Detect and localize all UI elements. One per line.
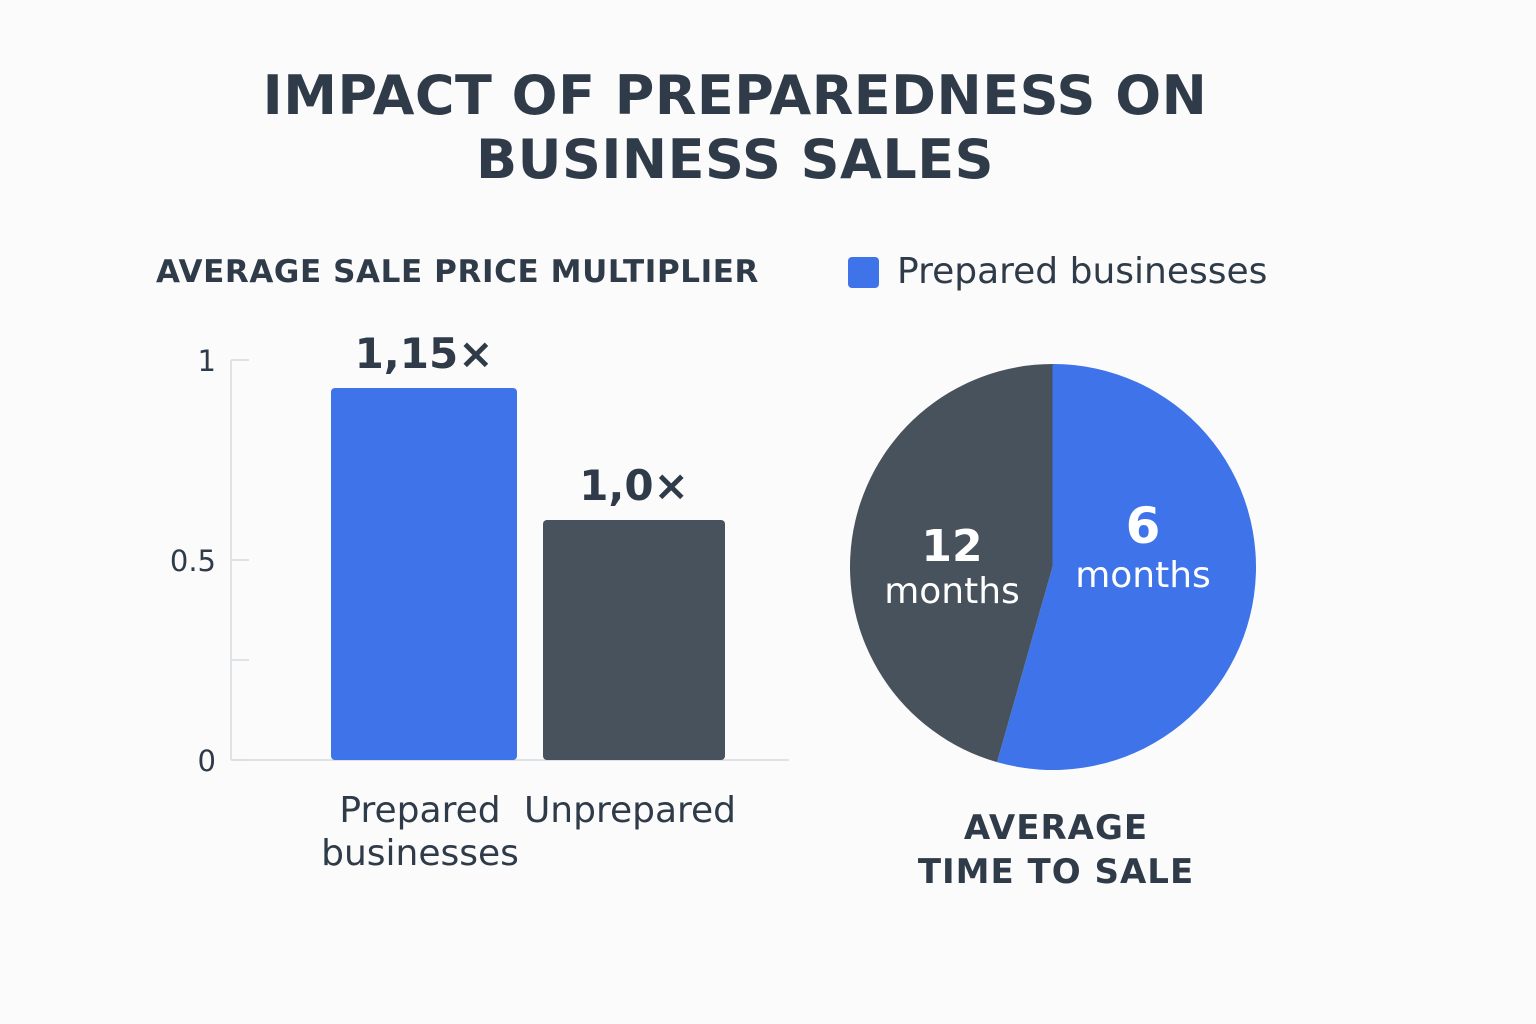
chart-title: IMPACT OF PREPAREDNESS ON BUSINESS SALES <box>0 64 1470 192</box>
bar-value-label: 1,15× <box>355 329 494 378</box>
chart-title-line-2: BUSINESS SALES <box>475 128 995 191</box>
legend: Prepared businesses <box>848 250 1267 294</box>
pie-slice-value-label: 12 <box>921 521 982 572</box>
chart-title-line-1: IMPACT OF PREPAREDNESS ON <box>262 64 1208 127</box>
bar-value-label: 1,0× <box>579 461 689 510</box>
pie-slice-0 <box>997 364 1256 770</box>
pie-slice-value-label: 6 <box>1126 497 1161 555</box>
bar-1 <box>543 520 725 760</box>
x-category-label-line: Prepared <box>339 790 500 831</box>
legend-label-prepared: Prepared businesses <box>897 251 1268 292</box>
x-category-label: Unprepared <box>524 790 736 831</box>
x-category-label: Prepared businesses <box>321 790 519 874</box>
bar-0 <box>331 388 517 760</box>
y-tick-label: 0 <box>198 744 216 778</box>
pie-slice-1 <box>849 364 1053 763</box>
x-category-label-line: Unprepared <box>524 790 736 831</box>
y-tick-label: 1 <box>198 344 216 378</box>
legend-swatch-prepared <box>848 256 879 288</box>
pie-chart-title: AVERAGE TIME TO SALE <box>906 806 1206 894</box>
pie-slice-unit-label: months <box>884 571 1020 612</box>
x-category-label-line: businesses <box>321 833 519 874</box>
pie-chart-title-line-1: AVERAGE <box>963 808 1149 848</box>
bar-chart: 0 0.5 1 1,15× Prepared businesses 1,0× Unprepar… <box>170 329 789 874</box>
y-tick-label: 0.5 <box>170 544 216 578</box>
pie-slice-unit-label: months <box>1075 555 1211 596</box>
pie-chart-title-line-2: TIME TO SALE <box>917 852 1195 892</box>
bar-chart-title: AVERAGE SALE PRICE MULTIPLIER <box>156 254 759 290</box>
